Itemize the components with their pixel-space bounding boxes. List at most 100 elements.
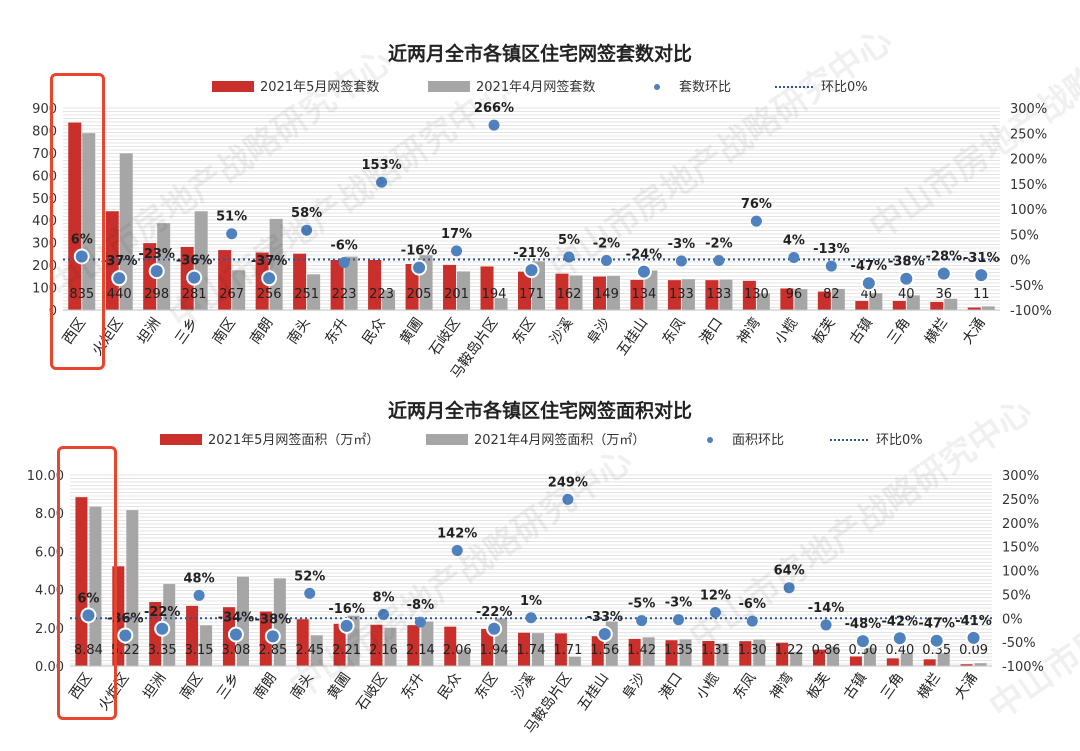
legend-label-ratio: 面积环比 <box>732 433 784 448</box>
bar-current <box>405 263 419 310</box>
category-label: 横栏 <box>922 315 951 347</box>
bar-previous <box>606 275 620 310</box>
bar-previous <box>200 625 213 666</box>
bar-previous <box>457 271 471 310</box>
bar-value-label: 1.71 <box>553 643 582 658</box>
ratio-point <box>675 255 687 267</box>
bar-previous <box>273 578 286 666</box>
ratio-label: 48% <box>184 571 215 586</box>
bar-value-label: 0.35 <box>922 643 951 658</box>
ratio-label: -21% <box>513 246 550 261</box>
bar-value-label: 0.86 <box>812 643 841 658</box>
legend-marker-ratio <box>654 84 660 90</box>
ratio-point <box>750 215 762 227</box>
legend: 2021年5月网签套数 2021年4月网签套数 套数环比 环比0% <box>212 79 868 95</box>
left-axis-tick-label: 8.00 <box>35 507 64 522</box>
category-label: 民众 <box>435 670 464 702</box>
ratio-label: -34% <box>218 610 255 625</box>
ratio-label: -6% <box>739 597 766 612</box>
ratio-point <box>930 634 943 647</box>
right-axis-tick-label: 100% <box>1002 565 1039 580</box>
category-label: 火炬区 <box>89 315 126 359</box>
ratio-point <box>967 631 980 644</box>
ratio-label: 6% <box>71 232 93 247</box>
ratio-point <box>525 612 537 624</box>
bar-previous <box>126 510 139 666</box>
bar-value-label: 194 <box>482 287 507 302</box>
ratio-point <box>713 255 725 267</box>
ratio-label: -47% <box>918 617 955 632</box>
category-label: 南朗 <box>251 670 280 702</box>
ratio-point <box>188 271 201 284</box>
bar-value-label: 149 <box>594 287 619 302</box>
category-label: 三角 <box>884 315 913 347</box>
legend-swatch-current <box>212 81 254 92</box>
bar-current <box>630 279 644 310</box>
left-axis-tick-label: 0 <box>49 304 57 319</box>
ratio-point <box>263 272 276 285</box>
bar-previous <box>532 633 544 666</box>
bar-current <box>739 641 752 666</box>
left-axis-tick-label: 700 <box>32 147 57 162</box>
right-axis-tick-label: 200% <box>1002 517 1039 532</box>
bar-value-label: 223 <box>332 287 357 302</box>
ratio-label: 17% <box>441 227 472 242</box>
bar-current <box>407 625 420 666</box>
bar-value-label: 2.45 <box>295 643 324 658</box>
category-label: 神湾 <box>734 315 764 348</box>
ratio-label: -36% <box>107 611 144 626</box>
ratio-label: -22% <box>476 605 513 620</box>
bar-value-label: 1.22 <box>775 643 804 658</box>
bar-current <box>105 211 119 310</box>
ratio-label: 153% <box>361 158 401 173</box>
bar-current <box>186 605 199 666</box>
legend-marker-ratio <box>707 437 713 443</box>
ratio-label: 52% <box>294 569 325 584</box>
bar-current <box>742 280 756 310</box>
bar-value-label: 82 <box>823 287 840 302</box>
legend-label-ratio: 套数环比 <box>679 79 731 95</box>
bar-value-label: 3.35 <box>148 643 177 658</box>
left-axis-tick-label: 900 <box>32 102 57 117</box>
bar-current <box>218 250 232 310</box>
legend: 2021年5月网签面积（万㎡） 2021年4月网签面积（万㎡） 面积环比 环比0% <box>160 432 923 448</box>
bar-value-label: 2.21 <box>332 643 361 658</box>
bar-value-label: 3.08 <box>221 643 250 658</box>
ratio-point <box>301 224 313 236</box>
ratio-label: 12% <box>700 589 731 604</box>
ratio-point <box>340 619 353 632</box>
category-label: 三乡 <box>214 670 243 702</box>
ratio-label: 64% <box>774 564 805 579</box>
ratio-label: -8% <box>407 598 434 613</box>
ratio-point <box>488 622 501 635</box>
ratio-label: -31% <box>963 251 1000 266</box>
chart-title: 近两月全市各镇区住宅网签面积对比 <box>388 399 692 422</box>
ratio-label: 142% <box>437 526 477 541</box>
left-axis-tick-label: 300 <box>32 237 57 252</box>
ratio-label: 249% <box>548 475 588 490</box>
bar-value-label: 205 <box>407 287 432 302</box>
left-axis-tick-label: 500 <box>32 192 57 207</box>
bar-previous <box>458 649 471 666</box>
bar-previous <box>384 627 397 666</box>
bar-previous <box>679 639 692 666</box>
bar-previous <box>681 279 695 310</box>
ratio-point <box>563 251 575 263</box>
ratio-label: -24% <box>626 248 663 263</box>
ratio-label: -13% <box>813 242 850 257</box>
bar-value-label: 2.85 <box>258 643 287 658</box>
bar-previous <box>568 656 581 666</box>
bar-previous <box>981 306 995 310</box>
right-axis-tick-label: 200% <box>1010 153 1047 168</box>
category-label: 东区 <box>510 315 539 347</box>
ratio-label: -37% <box>101 254 138 269</box>
bar-value-label: 3.15 <box>185 643 214 658</box>
left-axis-tick-label: 2.00 <box>35 622 64 637</box>
bar-value-label: 0.09 <box>959 643 988 658</box>
bar-previous <box>719 279 733 310</box>
ratio-point <box>413 261 426 274</box>
bar-value-label: 835 <box>69 287 94 302</box>
ratio-label: -37% <box>251 254 288 269</box>
bar-current <box>481 628 494 666</box>
